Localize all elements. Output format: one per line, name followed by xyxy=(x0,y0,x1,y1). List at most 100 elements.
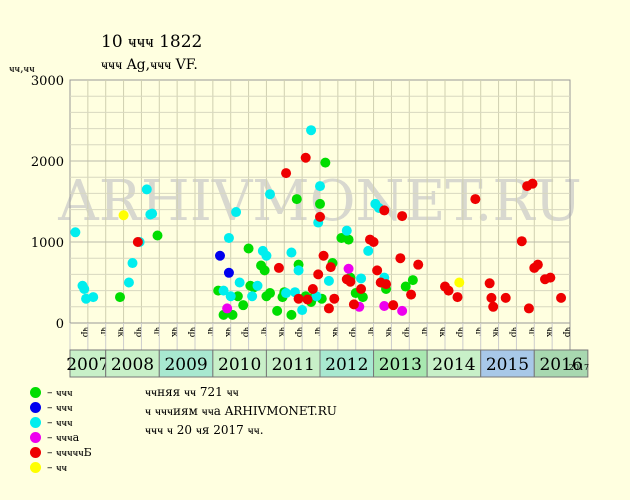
data-point xyxy=(123,277,134,288)
data-point xyxy=(488,301,499,312)
year-label: 2010 xyxy=(218,355,261,375)
quarter-label: ҹг xyxy=(98,327,108,337)
year-label: 2016 xyxy=(539,355,582,375)
data-point xyxy=(407,275,418,286)
note-date: ҹҹҹ ҹ 20 ҹя 2017 ҹҹ. xyxy=(145,423,264,437)
legend-item: – ҹҹҹа xyxy=(30,430,92,445)
year-cell xyxy=(533,349,589,378)
data-point xyxy=(454,277,465,288)
data-point xyxy=(307,283,318,294)
data-point xyxy=(345,276,356,287)
year-label: 2014 xyxy=(432,355,475,375)
data-point xyxy=(348,299,359,310)
data-point xyxy=(320,157,331,168)
legend-dot xyxy=(30,462,41,473)
data-point xyxy=(215,250,225,261)
quarter-label: ҹр xyxy=(509,327,519,338)
quarter-label: ҹр xyxy=(348,327,358,338)
data-point xyxy=(372,265,383,276)
quarter-label: ҹк xyxy=(330,327,340,338)
year-label: 2015 xyxy=(486,355,529,375)
data-point xyxy=(356,273,367,284)
legend-dot xyxy=(30,417,41,428)
year-cell xyxy=(319,349,375,378)
year-cell xyxy=(69,349,107,378)
quarter-label: ҹк xyxy=(116,327,126,338)
data-point xyxy=(293,293,304,304)
data-point xyxy=(132,237,143,247)
year-cell xyxy=(373,349,428,378)
legend-dot xyxy=(30,432,41,443)
quarter-label: ҹк xyxy=(437,327,447,338)
data-point xyxy=(218,285,229,296)
data-point xyxy=(272,305,283,316)
data-point xyxy=(363,245,374,256)
y-tick-label: 2000 xyxy=(31,155,64,170)
year-cell xyxy=(212,349,267,378)
quarter-label: ҹг xyxy=(419,327,429,337)
data-point xyxy=(500,292,511,303)
chart-subtitle: ҹҹҹ Ag,ҹҹҹ VF. xyxy=(101,57,198,73)
data-point xyxy=(315,198,325,209)
data-point xyxy=(341,225,352,236)
y-tick-label: 0 xyxy=(56,317,64,332)
legend-item: – ҹҹ xyxy=(30,460,92,475)
year-cell xyxy=(105,349,160,378)
legend-dot xyxy=(30,402,41,413)
legend-dot xyxy=(30,447,41,458)
data-point xyxy=(141,184,152,195)
quarter-label: ҹг xyxy=(366,327,376,337)
data-point xyxy=(343,234,354,245)
data-point xyxy=(400,281,411,292)
data-point xyxy=(379,205,390,216)
legend: – ҹҹҹ – ҹҹҹ – ҹҹҹ – ҹҹҹа – ҹҹҹҹҹБ – ҹҹ xyxy=(30,385,92,475)
data-point xyxy=(329,293,340,304)
data-point xyxy=(302,294,313,305)
data-point xyxy=(486,292,497,303)
year-label: 2009 xyxy=(164,355,207,375)
year-label: 2017 xyxy=(569,363,589,372)
data-point xyxy=(357,292,368,303)
data-point xyxy=(527,178,538,189)
legend-label: – ҹҹҹ xyxy=(47,386,73,399)
data-point xyxy=(388,300,399,311)
data-point xyxy=(252,280,263,291)
data-point xyxy=(484,278,495,289)
data-point xyxy=(315,181,325,192)
quarter-label: ҹр xyxy=(562,327,572,338)
quarter-label: ҹг xyxy=(312,327,322,337)
data-point xyxy=(379,300,390,311)
quarter-label: ҹг xyxy=(151,327,161,337)
legend-label: – ҹҹҹ xyxy=(47,401,73,414)
legend-label: – ҹҹ xyxy=(47,461,68,474)
data-point xyxy=(286,309,297,320)
data-point xyxy=(293,265,304,276)
data-point xyxy=(286,247,297,258)
quarter-label: ҹг xyxy=(205,327,215,337)
data-point xyxy=(368,237,379,247)
data-point xyxy=(470,194,481,205)
quarter-label: ҹк xyxy=(384,327,394,338)
data-point xyxy=(356,283,367,294)
data-point xyxy=(247,291,258,302)
legend-dot xyxy=(30,387,41,398)
data-point xyxy=(265,189,275,200)
legend-item: – ҹҹҹҹҹБ xyxy=(30,445,92,460)
data-point xyxy=(452,292,463,303)
data-point xyxy=(281,168,292,179)
data-point xyxy=(223,232,234,243)
data-point xyxy=(79,283,90,294)
data-point xyxy=(115,292,125,303)
data-point xyxy=(443,285,454,296)
quarter-label: ҹк xyxy=(169,327,179,338)
y-tick-label: 1000 xyxy=(31,236,64,251)
data-point xyxy=(397,305,408,316)
data-point xyxy=(545,272,556,283)
data-point xyxy=(532,259,543,270)
year-label: 2013 xyxy=(379,355,422,375)
data-point xyxy=(556,292,567,303)
data-point xyxy=(281,288,292,299)
data-point xyxy=(300,152,311,163)
data-point xyxy=(225,291,236,302)
